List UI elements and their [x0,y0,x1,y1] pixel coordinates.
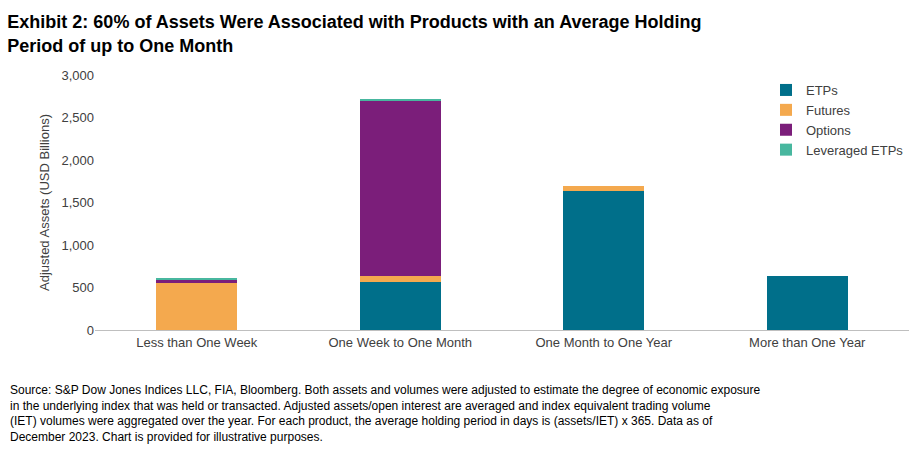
svg-text:2,500: 2,500 [61,110,94,125]
svg-text:One Month to One Year: One Month to One Year [535,335,672,350]
svg-text:ETPs: ETPs [806,83,838,98]
svg-text:0: 0 [87,323,94,338]
svg-text:One Week to One Month: One Week to One Month [328,335,472,350]
svg-text:Leveraged ETPs: Leveraged ETPs [806,143,903,158]
svg-text:Less than One Week: Less than One Week [136,335,258,350]
svg-text:Source: S&P Dow Jones Indices: Source: S&P Dow Jones Indices LLC, FIA, … [10,383,761,444]
svg-text:Exhibit 2: 60% of Assets Were: Exhibit 2: 60% of Assets Were Associated… [7,12,701,55]
svg-text:1,500: 1,500 [61,195,94,210]
svg-text:More than One Year: More than One Year [749,335,866,350]
svg-text:Adjusted Assets (USD Billions): Adjusted Assets (USD Billions) [37,114,52,291]
svg-text:Options: Options [806,123,851,138]
svg-text:Futures: Futures [806,103,851,118]
svg-text:1,000: 1,000 [61,238,94,253]
svg-text:2,000: 2,000 [61,153,94,168]
svg-text:3,000: 3,000 [61,68,94,83]
svg-text:500: 500 [72,280,94,295]
